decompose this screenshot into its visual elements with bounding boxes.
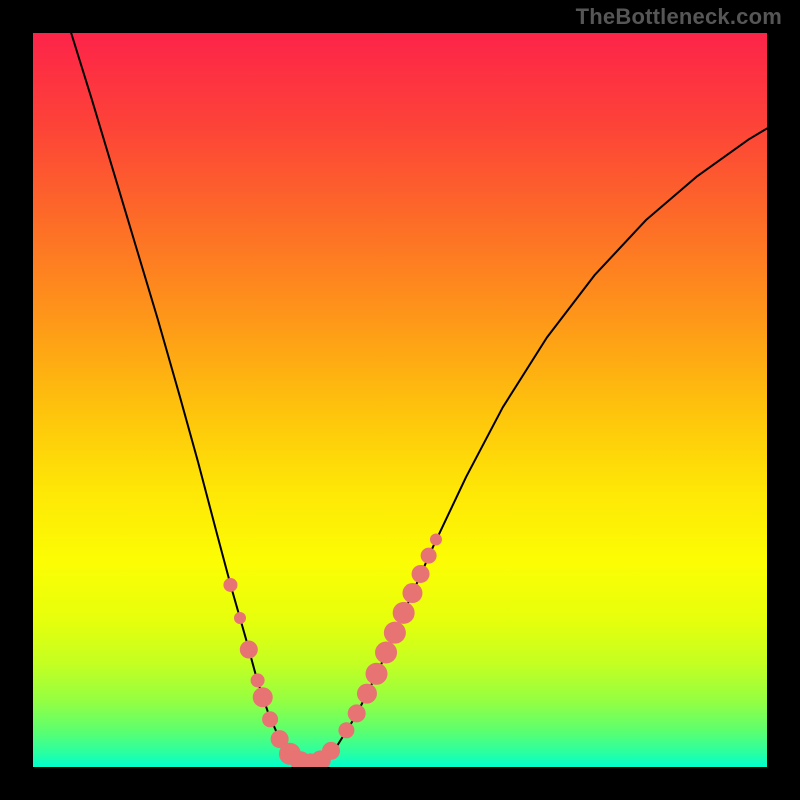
marker-dot [384,622,406,644]
marker-dot [366,663,388,685]
bottleneck-curve [71,33,767,763]
watermark-text: TheBottleneck.com [576,4,782,30]
marker-dot [251,673,265,687]
marker-dot [223,578,237,592]
marker-dot [338,722,354,738]
chart-svg [33,33,767,767]
marker-dot [262,711,278,727]
marker-group [223,533,442,767]
marker-dot [375,642,397,664]
marker-dot [421,548,437,564]
marker-dot [348,704,366,722]
plot-inner [33,33,767,767]
marker-dot [240,641,258,659]
marker-dot [412,565,430,583]
marker-dot [322,742,340,760]
marker-dot [402,583,422,603]
marker-dot [234,612,246,624]
marker-dot [357,684,377,704]
chart-frame: TheBottleneck.com [0,0,800,800]
plot-area [33,33,767,767]
marker-dot [253,687,273,707]
marker-dot [393,602,415,624]
marker-dot [430,533,442,545]
